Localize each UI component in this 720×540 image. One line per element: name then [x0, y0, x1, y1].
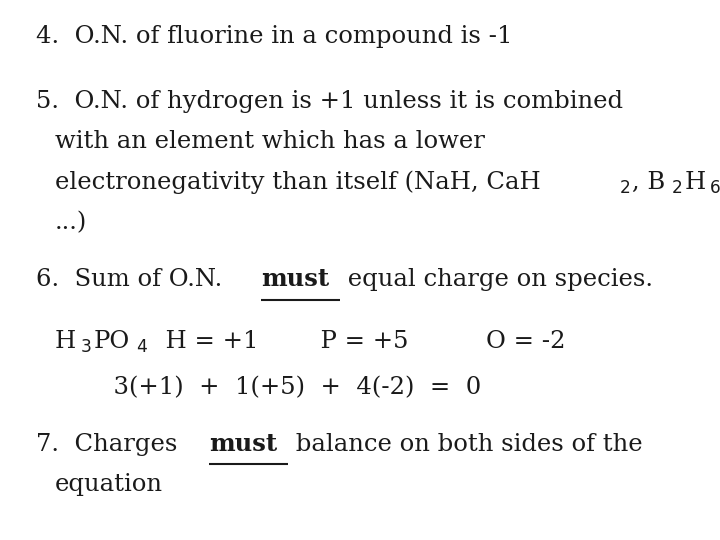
Text: 6.  Sum of O.N.: 6. Sum of O.N. — [36, 268, 230, 291]
Text: must: must — [261, 267, 329, 291]
Text: $_6$: $_6$ — [709, 173, 720, 195]
Text: electronegativity than itself (NaH, CaH: electronegativity than itself (NaH, CaH — [55, 171, 541, 194]
Text: 3(+1)  +  1(+5)  +  4(-2)  =  0: 3(+1) + 1(+5) + 4(-2) = 0 — [36, 376, 481, 399]
Text: H: H — [684, 171, 706, 194]
Text: equation: equation — [55, 474, 163, 496]
Text: $_3$: $_3$ — [80, 332, 91, 355]
Text: 5.  O.N. of hydrogen is +1 unless it is combined: 5. O.N. of hydrogen is +1 unless it is c… — [36, 90, 623, 113]
Text: equal charge on species.: equal charge on species. — [340, 268, 653, 291]
Text: , B: , B — [632, 171, 666, 194]
Text: H: H — [55, 330, 76, 353]
Text: 4.  O.N. of fluorine in a compound is -1: 4. O.N. of fluorine in a compound is -1 — [36, 25, 512, 48]
Text: with an element which has a lower: with an element which has a lower — [55, 131, 485, 153]
Text: ...): ...) — [55, 212, 87, 234]
Text: $_2$: $_2$ — [671, 173, 683, 195]
Text: $_4$: $_4$ — [135, 332, 148, 355]
Text: H = +1        P = +5          O = -2: H = +1 P = +5 O = -2 — [150, 330, 565, 353]
Text: 7.  Charges: 7. Charges — [36, 433, 185, 456]
Text: PO: PO — [94, 330, 130, 353]
Text: balance on both sides of the: balance on both sides of the — [288, 433, 642, 456]
Text: must: must — [209, 432, 277, 456]
Text: $_2$: $_2$ — [619, 173, 631, 195]
